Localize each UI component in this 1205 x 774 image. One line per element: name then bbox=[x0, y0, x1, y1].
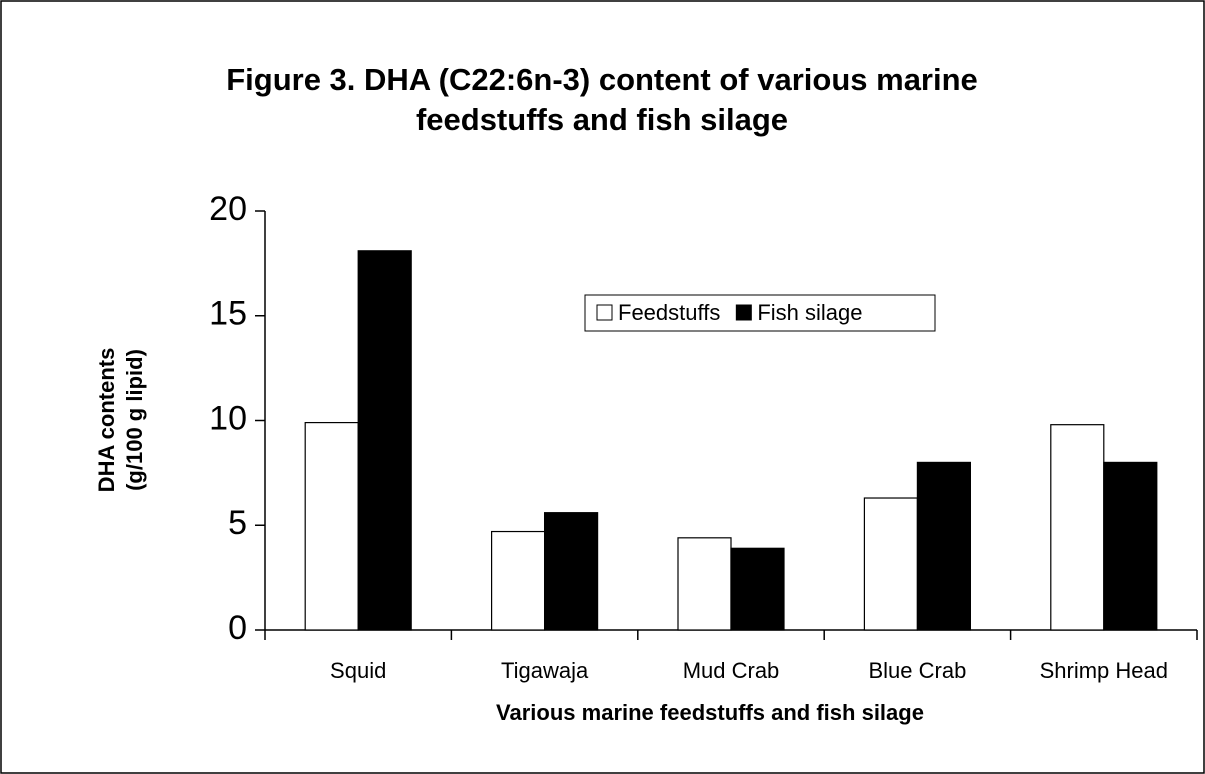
legend-swatch bbox=[596, 304, 613, 321]
y-tick-label: 0 bbox=[228, 609, 247, 647]
x-tick-label: Mud Crab bbox=[683, 658, 780, 683]
x-tick-label: Tigawaja bbox=[501, 658, 589, 683]
bar bbox=[304, 421, 359, 631]
bar bbox=[491, 530, 546, 631]
y-tick-label: 10 bbox=[209, 399, 247, 437]
bar bbox=[543, 512, 599, 631]
y-tick-label: 5 bbox=[228, 504, 247, 542]
chart-title: Figure 3. DHA (C22:6n-3) content of vari… bbox=[226, 62, 978, 97]
x-tick-label: Shrimp Head bbox=[1040, 658, 1168, 683]
bar bbox=[916, 461, 972, 631]
y-axis-label: DHA contents bbox=[94, 348, 119, 493]
legend-box bbox=[584, 294, 936, 332]
legend-label: Feedstuffs bbox=[618, 300, 720, 325]
legend: Feedstuffs Fish silage bbox=[584, 294, 936, 332]
legend-label: Fish silage bbox=[757, 300, 862, 325]
chart-title: feedstuffs and fish silage bbox=[416, 102, 788, 137]
legend-swatch bbox=[735, 304, 752, 321]
bar bbox=[357, 250, 412, 631]
bar bbox=[1050, 424, 1105, 631]
y-tick-label: 20 bbox=[209, 190, 247, 228]
bar bbox=[1103, 461, 1158, 631]
bar bbox=[730, 547, 785, 631]
y-axis-label: (g/100 g lipid) bbox=[122, 349, 147, 491]
bar bbox=[863, 497, 919, 631]
y-tick-label: 15 bbox=[209, 295, 247, 333]
bar bbox=[677, 537, 732, 631]
x-tick-label: Squid bbox=[330, 658, 386, 683]
x-tick-label: Blue Crab bbox=[868, 658, 966, 683]
x-axis-label: Various marine feedstuffs and fish silag… bbox=[496, 700, 924, 725]
